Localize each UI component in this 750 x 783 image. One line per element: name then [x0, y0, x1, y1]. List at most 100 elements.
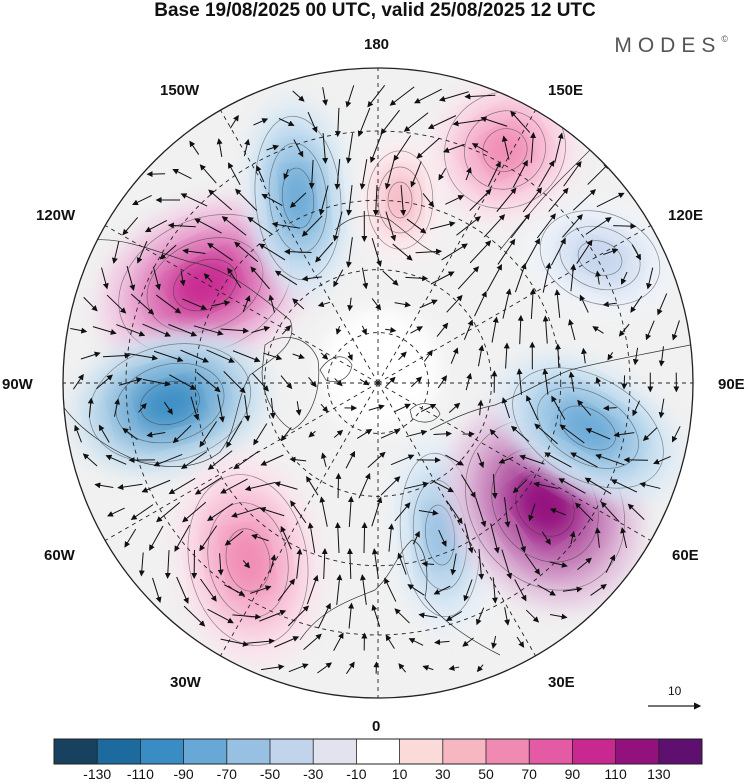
wind-arrow: [422, 665, 434, 671]
wind-arrow: [167, 222, 196, 229]
wind-arrow: [503, 497, 511, 528]
wind-arrow: [463, 579, 473, 602]
wind-arrow: [474, 290, 487, 317]
wind-arrow: [603, 248, 619, 256]
wind-arrow: [317, 301, 331, 308]
wind-arrow: [168, 323, 198, 337]
wind-arrow: [320, 352, 329, 360]
lon-label-150e: 150E: [548, 82, 584, 99]
wind-arrow: [269, 398, 276, 419]
colorbar-swatch: [97, 739, 141, 764]
wind-arrow: [620, 527, 628, 549]
wind-arrow: [207, 608, 234, 624]
wind-arrow: [489, 428, 499, 439]
wind-arrow: [334, 159, 341, 190]
wind-arrow: [136, 241, 148, 264]
wind-arrow: [250, 266, 270, 290]
wind-arrow: [253, 423, 268, 446]
wind-arrow: [595, 270, 602, 285]
wind-arrow: [320, 452, 327, 467]
wind-arrow: [429, 221, 456, 230]
wind-arrow: [394, 502, 411, 522]
wind-arrow: [322, 133, 329, 164]
colorbar-swatch: [399, 739, 444, 764]
wind-arrow: [319, 496, 328, 527]
colorbar-tick-label: -30: [303, 766, 324, 782]
wind-arrow: [347, 496, 354, 528]
wind-arrow: [462, 637, 474, 647]
wind-arrow: [94, 482, 114, 489]
wind-arrow: [232, 613, 262, 620]
colorbar-swatch: [572, 739, 617, 764]
wind-arrow: [274, 636, 300, 648]
wind-arrow: [179, 270, 186, 287]
wind-arrow: [231, 507, 261, 518]
wind-arrow: [476, 607, 485, 626]
wind-arrow: [613, 431, 635, 438]
wind-arrow: [224, 530, 244, 546]
wind-arrow: [127, 352, 159, 361]
wind-arrow: [260, 454, 284, 466]
wind-arrow: [613, 223, 637, 230]
wind-arrow: [515, 524, 526, 553]
wind-arrow: [618, 323, 630, 337]
wind-arrow: [433, 430, 453, 437]
brand-text: MODES: [614, 34, 722, 57]
wind-arrow: [345, 133, 354, 164]
wind-arrow: [572, 189, 597, 211]
wind-arrow: [290, 500, 307, 524]
wind-arrow: [180, 349, 210, 363]
wind-arrow: [168, 374, 197, 390]
wind-arrow: [448, 402, 461, 414]
wind-arrow: [333, 632, 344, 652]
coastlines: [63, 139, 691, 656]
wind-arrow: [585, 217, 612, 235]
wind-arrow: [122, 217, 139, 236]
wind-arrow: [477, 344, 485, 367]
wind-arrow: [418, 612, 438, 619]
wind-arrow: [102, 352, 131, 359]
wind-arrow: [83, 296, 98, 312]
wind-arrow: [403, 112, 429, 132]
wind-arrow: [528, 503, 536, 522]
wind-arrow: [242, 295, 251, 313]
wind-arrow: [132, 195, 152, 206]
wind-arrow: [427, 115, 457, 129]
wind-arrow: [392, 243, 413, 261]
wind-arrow: [501, 135, 510, 160]
wind-arrow: [180, 193, 208, 207]
wind-arrow: [415, 248, 443, 255]
wind-arrow: [124, 528, 137, 548]
wind-arrow: [152, 577, 162, 604]
wind-arrow: [259, 609, 287, 622]
wind-arrow: [168, 477, 196, 495]
wind-arrow: [146, 171, 166, 178]
brand-logo: MODES©: [614, 34, 728, 58]
wind-arrow: [538, 160, 555, 188]
wind-arrow: [253, 118, 269, 126]
wind-arrow: [529, 288, 536, 320]
wind-arrow: [295, 401, 302, 416]
wind-arrow: [217, 553, 224, 576]
wind-arrow: [519, 454, 545, 465]
wind-arrow: [87, 397, 94, 418]
wind-arrow: [431, 479, 455, 493]
wind-arrow: [228, 162, 241, 186]
wind-arrow: [542, 315, 549, 344]
wind-arrow: [266, 144, 280, 151]
wind-arrow: [346, 661, 355, 674]
wind-arrow: [568, 371, 575, 392]
wind-arrow: [385, 634, 395, 649]
wind-arrow: [259, 506, 285, 517]
coastline: [299, 539, 501, 656]
wind-arrow: [220, 638, 249, 647]
wind-arrow: [243, 138, 251, 157]
wind-arrow: [632, 400, 641, 417]
coastline: [334, 215, 441, 256]
wind-arrow: [549, 613, 568, 620]
wind-arrow: [235, 188, 258, 211]
wind-arrow: [334, 107, 341, 138]
wind-arrow: [445, 611, 463, 622]
wind-arrow: [283, 168, 290, 180]
